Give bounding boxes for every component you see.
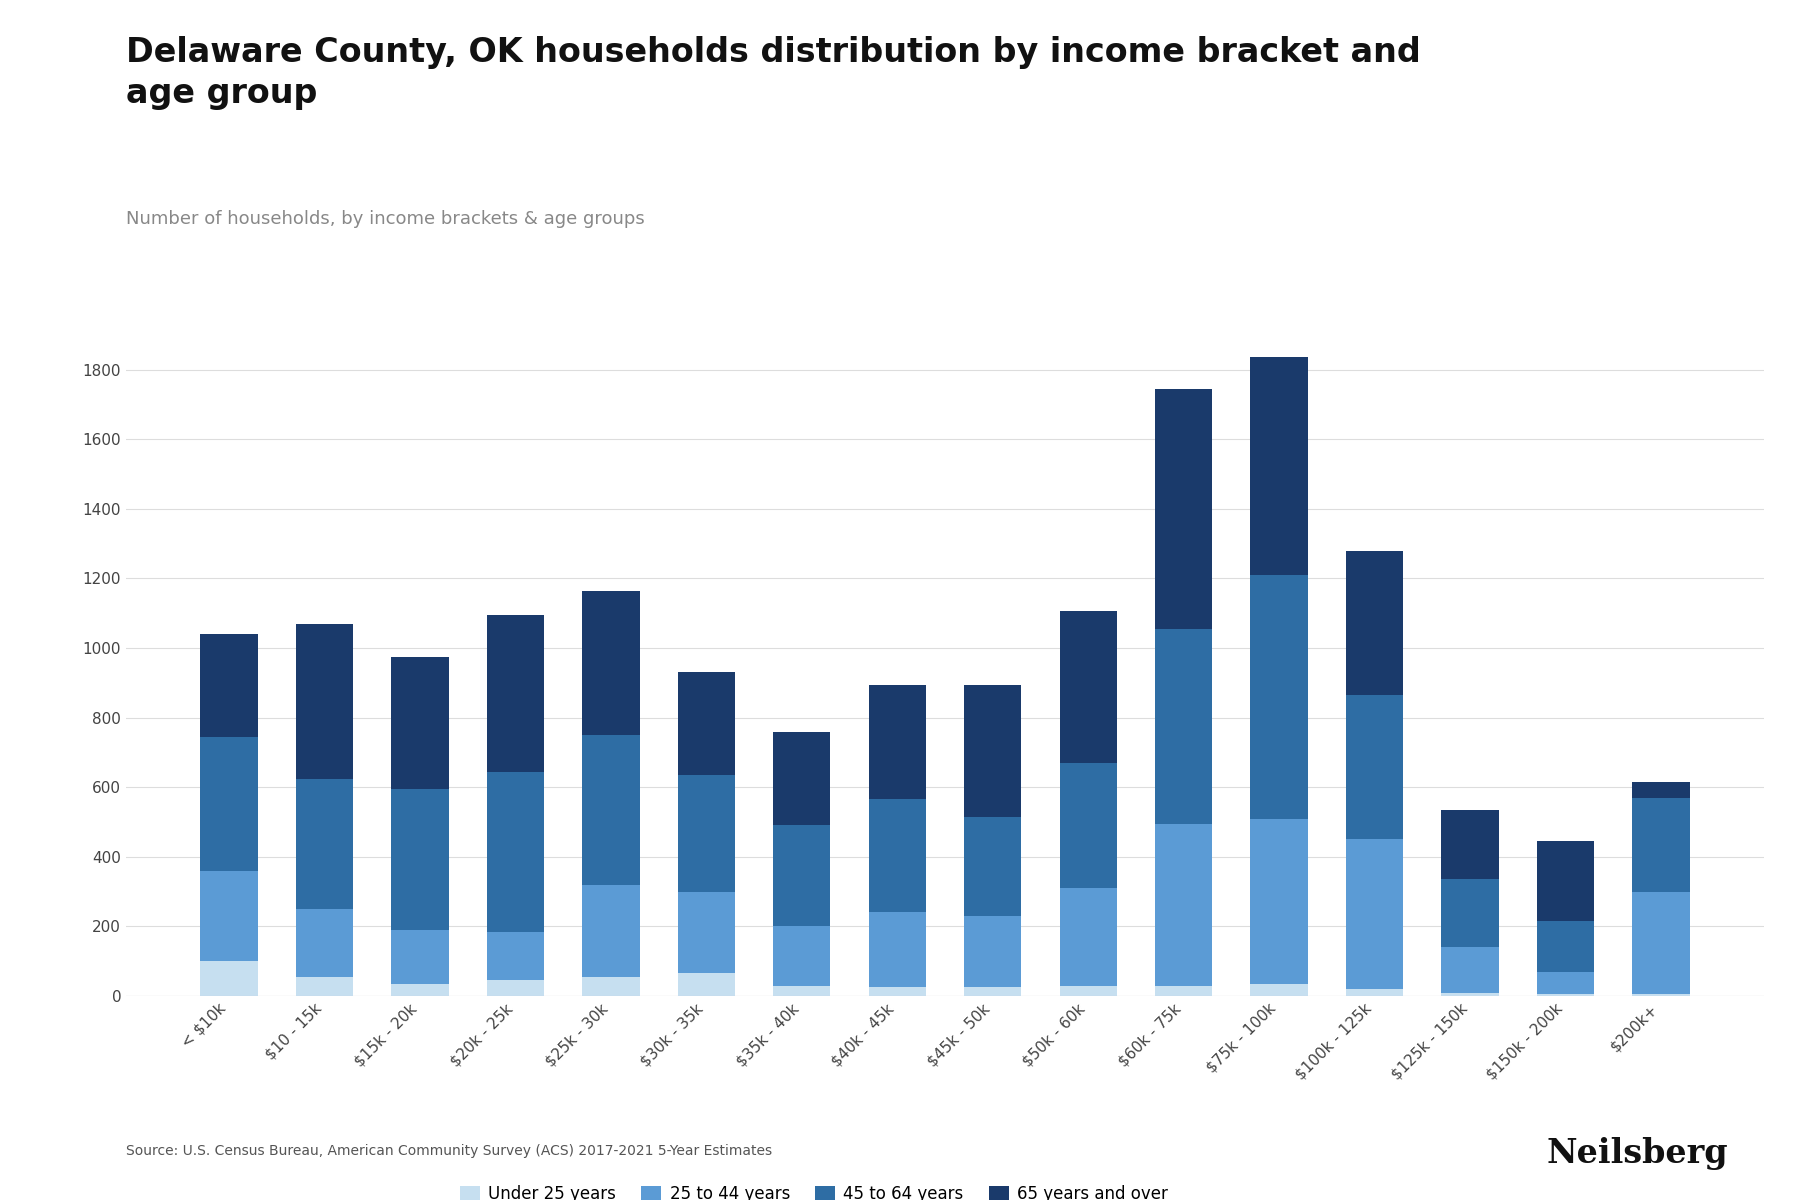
Bar — [1156, 389, 1211, 629]
Bar — [486, 931, 544, 980]
Legend: Under 25 years, 25 to 44 years, 45 to 64 years, 65 years and over: Under 25 years, 25 to 44 years, 45 to 64… — [454, 1178, 1174, 1200]
Bar — [391, 656, 448, 788]
Bar — [1346, 840, 1404, 989]
Bar — [1633, 782, 1690, 798]
Text: Number of households, by income brackets & age groups: Number of households, by income brackets… — [126, 210, 644, 228]
Bar — [1346, 695, 1404, 840]
Bar — [774, 985, 830, 996]
Bar — [200, 634, 257, 737]
Bar — [1060, 888, 1116, 985]
Bar — [774, 926, 830, 985]
Text: Source: U.S. Census Bureau, American Community Survey (ACS) 2017-2021 5-Year Est: Source: U.S. Census Bureau, American Com… — [126, 1144, 772, 1158]
Bar — [295, 910, 353, 977]
Text: Delaware County, OK households distribution by income bracket and
age group: Delaware County, OK households distribut… — [126, 36, 1420, 109]
Bar — [1442, 880, 1499, 947]
Bar — [1251, 575, 1309, 818]
Bar — [295, 779, 353, 910]
Bar — [391, 788, 448, 930]
Bar — [1537, 972, 1595, 995]
Bar — [1156, 823, 1211, 985]
Bar — [581, 590, 639, 734]
Bar — [1060, 612, 1116, 763]
Bar — [486, 614, 544, 772]
Bar — [1537, 995, 1595, 996]
Bar — [1060, 985, 1116, 996]
Bar — [1251, 984, 1309, 996]
Bar — [679, 775, 734, 892]
Bar — [869, 799, 925, 912]
Bar — [1442, 810, 1499, 880]
Bar — [581, 884, 639, 977]
Bar — [965, 684, 1021, 817]
Bar — [200, 961, 257, 996]
Bar — [295, 624, 353, 779]
Bar — [869, 684, 925, 799]
Bar — [1346, 989, 1404, 996]
Bar — [1633, 892, 1690, 995]
Bar — [774, 826, 830, 926]
Bar — [1442, 947, 1499, 992]
Bar — [774, 732, 830, 826]
Bar — [965, 988, 1021, 996]
Bar — [1537, 841, 1595, 922]
Bar — [486, 772, 544, 931]
Bar — [679, 892, 734, 973]
Bar — [965, 817, 1021, 916]
Bar — [869, 988, 925, 996]
Bar — [679, 672, 734, 775]
Bar — [965, 916, 1021, 988]
Bar — [1442, 992, 1499, 996]
Bar — [1251, 358, 1309, 575]
Bar — [391, 930, 448, 984]
Bar — [1156, 985, 1211, 996]
Bar — [1251, 818, 1309, 984]
Bar — [1633, 995, 1690, 996]
Bar — [1537, 922, 1595, 972]
Bar — [869, 912, 925, 988]
Bar — [295, 977, 353, 996]
Bar — [679, 973, 734, 996]
Text: Neilsberg: Neilsberg — [1546, 1138, 1728, 1170]
Bar — [1633, 798, 1690, 892]
Bar — [486, 980, 544, 996]
Bar — [200, 871, 257, 961]
Bar — [391, 984, 448, 996]
Bar — [1346, 551, 1404, 695]
Bar — [200, 737, 257, 871]
Bar — [1156, 629, 1211, 823]
Bar — [581, 734, 639, 884]
Bar — [1060, 763, 1116, 888]
Bar — [581, 977, 639, 996]
